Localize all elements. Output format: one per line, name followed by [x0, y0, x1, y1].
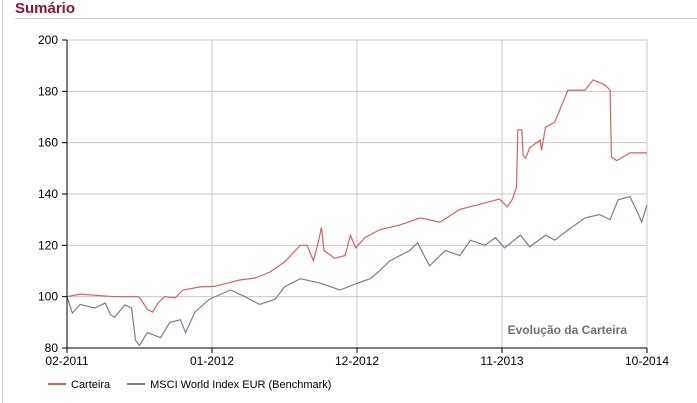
y-tick-label: 100: [38, 290, 58, 304]
legend-label: MSCI World Index EUR (Benchmark): [150, 379, 331, 391]
series-line-carteira: [66, 79, 647, 313]
x-tick-label: 10-2014: [625, 354, 669, 368]
page-title: Sumário: [15, 0, 76, 17]
x-tick-label: 12-2012: [335, 354, 379, 368]
y-tick-label: 160: [38, 136, 58, 150]
series-line-benchmark: [66, 195, 648, 347]
y-tick-label: 140: [38, 187, 58, 201]
panel-border: [2, 0, 3, 403]
y-tick-label: 120: [38, 238, 58, 252]
x-tick-label: 11-2013: [480, 354, 523, 368]
x-tick-label: 02-2011: [45, 354, 88, 368]
y-tick-label: 200: [38, 33, 58, 47]
title-divider: [15, 18, 697, 19]
x-tick-label: 01-2012: [190, 354, 234, 368]
legend-label: Carteira: [71, 379, 111, 391]
chart-annotation: Evolução da Carteira: [508, 323, 628, 337]
y-tick-label: 180: [38, 84, 58, 98]
y-tick-label: 80: [45, 341, 59, 355]
